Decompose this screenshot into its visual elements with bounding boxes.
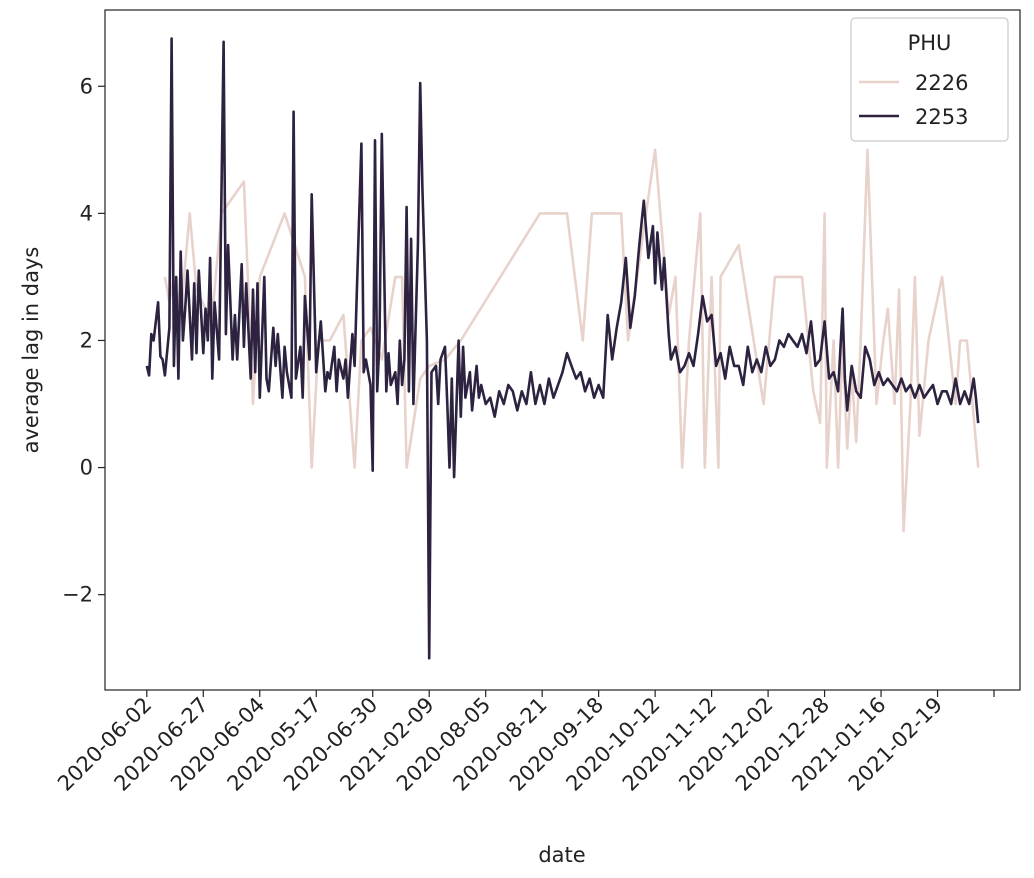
y-tick-label: 4 [80,201,93,225]
line [145,37,980,660]
legend-box [850,17,1009,142]
plot-frame [104,9,1021,691]
y-tick-label: 2 [80,328,93,352]
legend: PHU 2226 2253 [850,17,1009,142]
y-tick-label: 0 [80,456,93,480]
y-tick-label: 6 [80,74,93,98]
y-tick-label: −2 [62,583,93,607]
legend-label: 2253 [915,105,968,129]
y-axis-label: average lag in days [19,247,43,454]
x-axis-label: date [538,843,585,867]
legend-title: PHU [908,31,952,55]
legend-label: 2226 [915,71,968,95]
